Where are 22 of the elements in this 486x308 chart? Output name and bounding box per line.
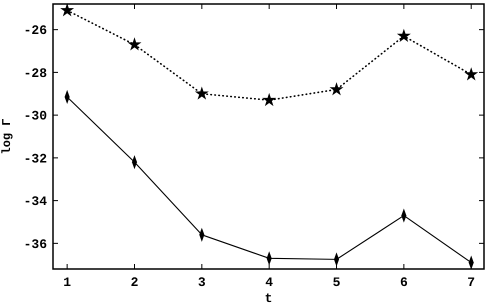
point: [464, 67, 478, 80]
y-tick-label: -36: [24, 236, 48, 252]
point: [330, 82, 344, 96]
point: [60, 3, 74, 16]
y-tick-label: -26: [24, 23, 48, 38]
point: [128, 37, 142, 51]
x-tick-label: 4: [265, 275, 274, 290]
x-tick-label: 7: [467, 275, 476, 290]
point: [262, 92, 276, 106]
y-tick-label: -32: [24, 151, 48, 166]
y-tick-label: -30: [24, 108, 48, 124]
x-tick-label: 5: [332, 275, 341, 290]
point: [194, 86, 209, 100]
y-axis-title: log Γ: [0, 118, 14, 155]
point: [396, 28, 411, 42]
y-tick-label: -28: [24, 66, 48, 81]
x-tick-label: 2: [130, 275, 139, 290]
x-tick-label: 6: [400, 275, 408, 290]
x-axis-title: t: [264, 291, 272, 306]
x-tick-label: 3: [198, 275, 206, 290]
x-tick-label: 1: [63, 275, 72, 290]
y-tick-label: -34: [24, 194, 48, 210]
